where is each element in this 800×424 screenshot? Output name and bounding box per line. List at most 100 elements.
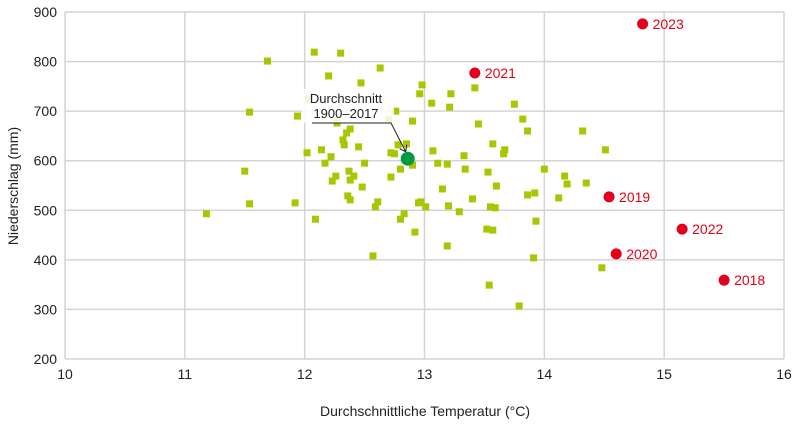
year-point <box>532 217 540 225</box>
year-point <box>317 146 325 154</box>
year-point <box>510 100 518 108</box>
year-point <box>500 150 508 158</box>
x-tick-label: 13 <box>417 366 433 382</box>
year-point <box>346 196 354 204</box>
year-point <box>428 99 436 107</box>
year-point <box>519 115 527 123</box>
year-point <box>400 210 408 218</box>
highlighted-year-point <box>676 223 688 235</box>
year-point <box>327 153 335 161</box>
year-point <box>339 136 347 144</box>
year-point <box>461 165 469 173</box>
year-point <box>246 200 254 208</box>
year-point <box>418 81 426 89</box>
year-point <box>416 90 424 98</box>
year-point <box>387 149 395 157</box>
year-point <box>598 264 606 272</box>
year-point <box>422 203 430 211</box>
year-point <box>387 173 395 181</box>
x-tick-label: 15 <box>656 366 672 382</box>
year-point <box>411 228 419 236</box>
highlighted-year-label: 2018 <box>734 272 765 288</box>
year-point <box>291 199 299 207</box>
year-point <box>531 189 539 197</box>
highlighted-year-label: 2022 <box>692 221 723 237</box>
year-point <box>325 72 333 80</box>
x-tick-label: 12 <box>297 366 313 382</box>
highlighted-year-point <box>469 67 481 79</box>
annotation-arrow <box>312 122 408 153</box>
year-point <box>484 168 492 176</box>
year-point <box>311 215 319 223</box>
year-point <box>355 143 363 151</box>
y-axis-label: Niederschlag (mm) <box>5 127 21 245</box>
year-point <box>515 302 523 310</box>
year-point <box>344 192 352 200</box>
year-point <box>403 140 411 148</box>
year-point <box>446 103 454 111</box>
year-point <box>321 159 329 167</box>
year-point <box>485 281 493 289</box>
y-tick-label: 200 <box>34 351 58 367</box>
year-point <box>489 140 497 148</box>
year-point <box>346 176 354 184</box>
year-point <box>332 172 340 180</box>
year-point <box>601 146 609 154</box>
x-axis-label: Durchschnittliche Temperatur (°C) <box>320 403 530 419</box>
year-point <box>345 167 353 175</box>
year-point <box>524 127 532 135</box>
data-points <box>202 48 609 310</box>
year-point <box>524 191 532 199</box>
year-point <box>343 129 351 137</box>
highlighted-year-label: 2019 <box>619 189 650 205</box>
year-point <box>486 203 494 211</box>
annotation-label-line2: 1900–2017 <box>313 106 378 121</box>
year-point <box>455 208 463 216</box>
year-point <box>474 120 482 128</box>
year-point <box>376 64 384 72</box>
year-point <box>417 198 425 206</box>
y-tick-label: 900 <box>34 4 58 20</box>
year-point <box>392 107 400 115</box>
year-point <box>471 84 479 92</box>
year-point <box>340 141 348 149</box>
annotation-label-line1: Durchschnitt <box>310 91 383 106</box>
year-point <box>530 254 538 262</box>
year-point <box>491 204 499 212</box>
year-point <box>444 202 452 210</box>
highlighted-years: 2023 2021 2019 2022 2020 2018 <box>469 16 765 288</box>
average-point <box>400 151 415 166</box>
year-point <box>337 49 345 57</box>
highlighted-year-label: 2020 <box>626 246 657 262</box>
year-point <box>357 79 365 87</box>
year-point <box>443 242 451 250</box>
year-point <box>350 172 358 180</box>
year-point <box>397 165 405 173</box>
year-point <box>579 127 587 135</box>
y-tick-label: 400 <box>34 252 58 268</box>
year-point <box>429 147 437 155</box>
grid <box>64 11 785 360</box>
y-tick-label: 300 <box>34 301 58 317</box>
year-point <box>460 152 468 160</box>
year-point <box>246 108 254 116</box>
year-point <box>468 195 476 203</box>
year-point <box>374 198 382 206</box>
x-tick-label: 11 <box>178 366 193 382</box>
year-point <box>391 150 399 158</box>
year-point <box>303 149 311 157</box>
average-annotation: Durchschnitt 1900–2017 <box>302 89 408 153</box>
year-point <box>434 159 442 167</box>
year-point <box>346 125 354 133</box>
y-tick-label: 600 <box>34 153 58 169</box>
highlighted-year-point <box>610 248 622 260</box>
year-point <box>264 57 272 65</box>
year-point <box>540 165 548 173</box>
year-point <box>361 159 369 167</box>
highlighted-year-point <box>637 18 649 30</box>
year-point <box>409 117 417 125</box>
highlighted-year-point <box>718 274 730 286</box>
year-point <box>501 146 509 154</box>
year-point <box>241 167 249 175</box>
